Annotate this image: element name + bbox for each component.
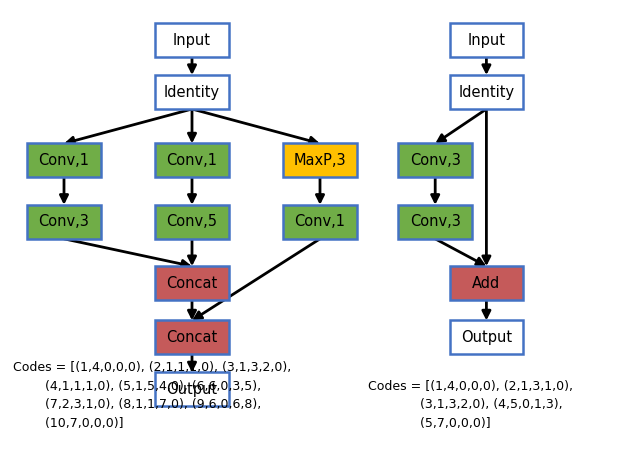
FancyBboxPatch shape: [155, 266, 229, 300]
Text: Conv,3: Conv,3: [410, 214, 461, 229]
Text: Add: Add: [472, 276, 500, 291]
FancyBboxPatch shape: [450, 23, 524, 57]
Text: Concat: Concat: [166, 276, 218, 291]
Text: Input: Input: [173, 33, 211, 48]
Text: Codes = [(1,4,0,0,0), (2,1,1,1,0), (3,1,3,2,0),
        (4,1,1,1,0), (5,1,5,4,0): Codes = [(1,4,0,0,0), (2,1,1,1,0), (3,1,…: [13, 361, 291, 430]
Text: Identity: Identity: [164, 84, 220, 100]
Text: Conv,5: Conv,5: [166, 214, 218, 229]
FancyBboxPatch shape: [28, 143, 101, 177]
Text: Conv,3: Conv,3: [38, 214, 90, 229]
FancyBboxPatch shape: [155, 75, 229, 109]
FancyBboxPatch shape: [155, 320, 229, 354]
Text: Conv,1: Conv,1: [294, 214, 346, 229]
Text: Codes = [(1,4,0,0,0), (2,1,3,1,0),
             (3,1,3,2,0), (4,5,0,1,3),
      : Codes = [(1,4,0,0,0), (2,1,3,1,0), (3,1,…: [368, 379, 573, 430]
FancyBboxPatch shape: [155, 23, 229, 57]
Text: Output: Output: [166, 382, 218, 397]
Text: Conv,1: Conv,1: [166, 153, 218, 168]
Text: Conv,1: Conv,1: [38, 153, 90, 168]
FancyBboxPatch shape: [398, 205, 472, 239]
Text: MaxP,3: MaxP,3: [294, 153, 346, 168]
FancyBboxPatch shape: [283, 143, 357, 177]
FancyBboxPatch shape: [28, 205, 101, 239]
Text: Conv,3: Conv,3: [410, 153, 461, 168]
FancyBboxPatch shape: [450, 266, 524, 300]
FancyBboxPatch shape: [155, 143, 229, 177]
FancyBboxPatch shape: [450, 320, 524, 354]
Text: Output: Output: [461, 330, 512, 345]
Text: Identity: Identity: [458, 84, 515, 100]
Text: Concat: Concat: [166, 330, 218, 345]
Text: Input: Input: [467, 33, 506, 48]
FancyBboxPatch shape: [283, 205, 357, 239]
FancyBboxPatch shape: [450, 75, 524, 109]
FancyBboxPatch shape: [155, 372, 229, 406]
FancyBboxPatch shape: [155, 205, 229, 239]
FancyBboxPatch shape: [398, 143, 472, 177]
